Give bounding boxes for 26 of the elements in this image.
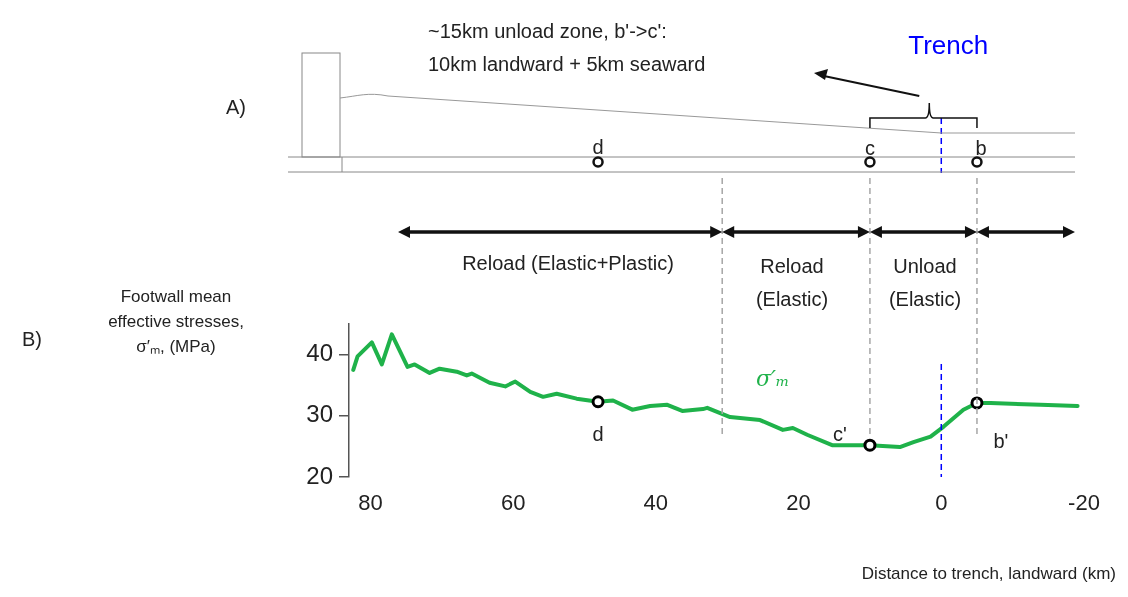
x-tick-label: 60 xyxy=(500,490,526,516)
point xyxy=(591,395,605,409)
text: B) xyxy=(22,328,42,350)
x-tick-label: 0 xyxy=(935,490,948,516)
text: A) xyxy=(226,96,246,118)
y-tick-label: 30 xyxy=(306,400,333,428)
text: ~15km unload zone, b'->c': xyxy=(428,20,667,42)
y-tick-label: 40 xyxy=(306,339,333,367)
annotation: d xyxy=(592,423,604,446)
series-label: σ′ₘ xyxy=(756,365,790,391)
text: (Elastic) xyxy=(755,288,829,310)
annotation: b' xyxy=(993,430,1009,453)
text: (Elastic) xyxy=(888,288,962,310)
annotation: c' xyxy=(833,422,847,445)
x-tick-label: 20 xyxy=(786,490,811,516)
y-axis-title: Footwall mean effective stresses, σ′ₘ, (MPa) xyxy=(107,286,245,358)
text: Unload xyxy=(893,255,957,277)
y-tick-label: 20 xyxy=(306,461,333,489)
point xyxy=(863,438,877,452)
x-tick-label: 40 xyxy=(643,490,669,516)
text: Reload xyxy=(760,255,824,277)
x-tick-label: -20 xyxy=(1068,490,1100,516)
x-tick-label: 80 xyxy=(358,490,383,516)
x-axis-title: Distance to trench, landward (km) xyxy=(861,564,1116,584)
ref-line-label: Trench xyxy=(908,30,989,60)
text: Reload (Elastic+Plastic) xyxy=(462,252,674,274)
